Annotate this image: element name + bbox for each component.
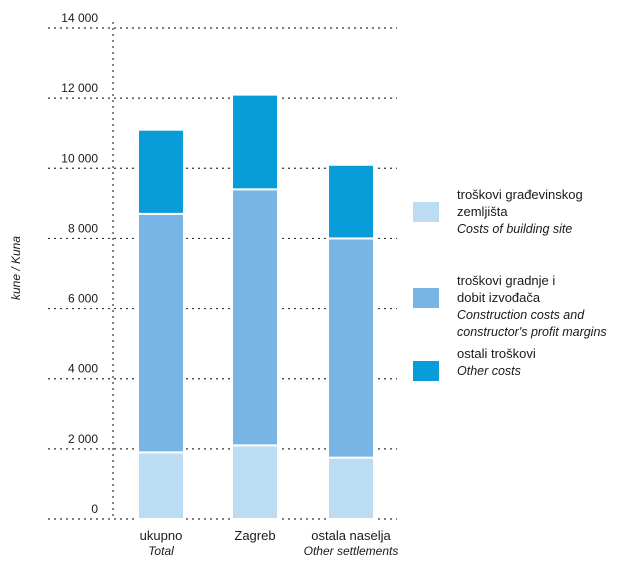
x-category-label-en: Total [148, 544, 174, 558]
legend-label-en: constructor's profit margins [457, 325, 607, 339]
bar-segment [327, 237, 375, 459]
bar-segment [137, 451, 185, 520]
bars [137, 93, 375, 521]
x-category-label: Zagreb [234, 528, 275, 543]
y-axis: 0 2 000 4 000 6 000 8 000 10 000 12 000 14 000 [61, 11, 114, 519]
legend-label: troškovi gradnje i [457, 273, 555, 288]
legend-swatch [413, 361, 439, 381]
y-tick-label: 2 000 [68, 432, 98, 446]
bar-segment [327, 456, 375, 520]
bar-segment [231, 444, 279, 521]
x-category-label-en: Other settlements [304, 544, 399, 558]
x-category-label: ostala naselja [311, 528, 391, 543]
y-tick-label: 0 [91, 502, 98, 516]
legend-swatch [413, 288, 439, 308]
y-tick-label: 6 000 [68, 292, 98, 306]
legend-label: dobit izvođača [457, 290, 541, 305]
y-tick-label: 4 000 [68, 362, 98, 376]
legend-label-en: Costs of building site [457, 222, 572, 236]
gridlines [48, 27, 397, 520]
legend-label-en: Other costs [457, 364, 521, 378]
legend-label: troškovi građevinskog [457, 187, 583, 202]
bar-segment [231, 93, 279, 191]
y-tick-label: 10 000 [61, 151, 98, 165]
legend-label: zemljišta [457, 204, 508, 219]
y-tick-label: 14 000 [61, 11, 98, 25]
bar-segment [327, 163, 375, 240]
legend-label: ostali troškovi [457, 346, 536, 361]
legend: troškovi građevinskog zemljišta Costs of b… [413, 187, 607, 381]
y-axis-label: kune / Kuna [9, 236, 23, 300]
bar-segment [137, 212, 185, 454]
y-tick-label: 8 000 [68, 221, 98, 235]
legend-swatch [413, 202, 439, 222]
bar-segment [137, 128, 185, 215]
y-tick-label: 12 000 [61, 81, 98, 95]
bar-segment [231, 188, 279, 447]
x-category-label: ukupno [140, 528, 183, 543]
legend-label-en: Construction costs and [457, 308, 585, 322]
